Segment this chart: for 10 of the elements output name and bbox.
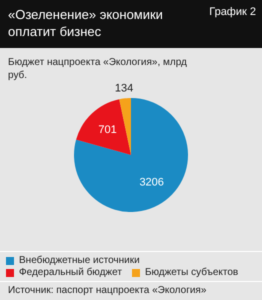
text: График 2 (209, 6, 256, 20)
data-label: 701 (98, 124, 117, 136)
legend-label: Бюджеты субъектов (144, 267, 238, 278)
legend-label: Федеральный бюджет (19, 267, 122, 278)
legend-label: Внебюджетные источники (19, 255, 140, 266)
chart-subtitle: Бюджет нацпроекта «Экология», млрд руб. (7, 56, 188, 82)
data-label: 3206 (139, 176, 164, 188)
data-label: 134 (114, 82, 134, 94)
text: Источник: паспорт нацпроекта «Экология» (0, 281, 262, 300)
chart-title: «Озеленение» экономики оплатит бизнес (8, 6, 164, 40)
